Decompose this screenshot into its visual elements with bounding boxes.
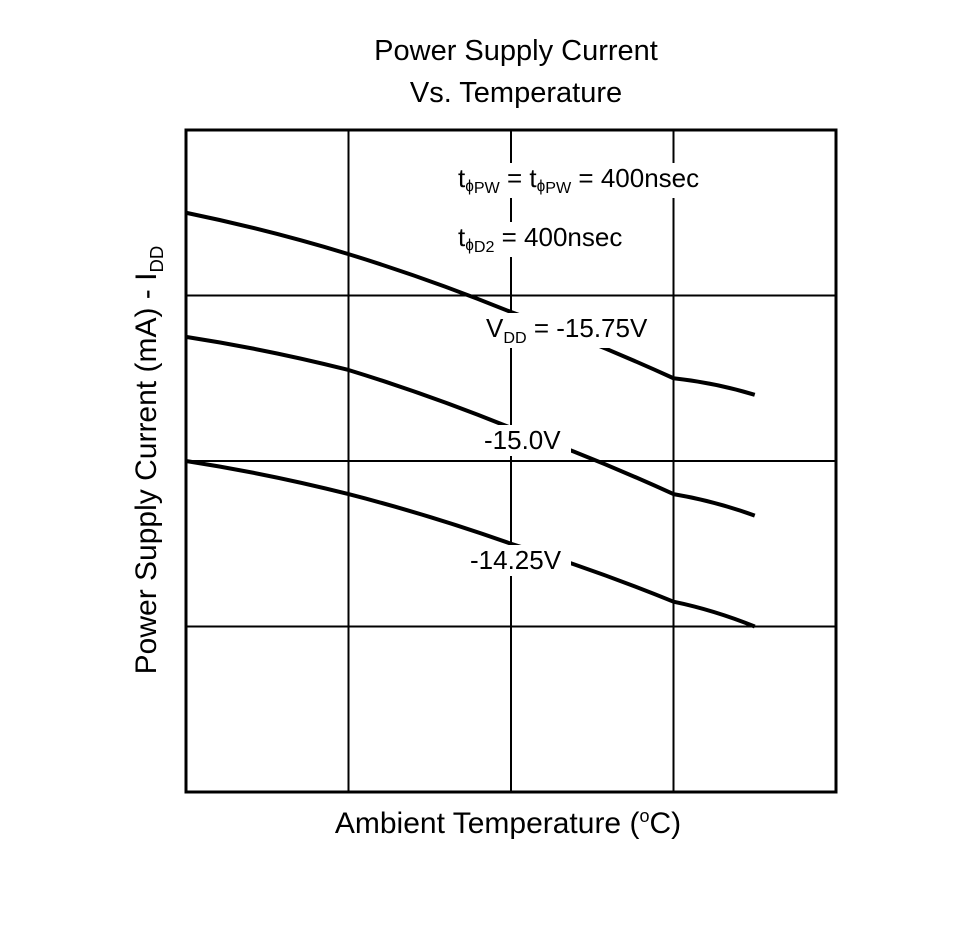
title-line-1: Power Supply Current: [374, 35, 658, 67]
series-label-14.25: -14.25V: [460, 545, 572, 576]
condition-pw: tɸPW = tɸPW = 400nsec: [452, 163, 706, 199]
phi-icon: ɸ: [465, 236, 474, 254]
series-label-15.75: VDD = -15.75V: [476, 313, 658, 349]
cond-t2: t: [458, 222, 466, 252]
chart-title: Power Supply Current Vs. Temperature: [300, 30, 732, 114]
series-label-main: V: [486, 313, 504, 343]
xlabel-main: Ambient Temperature (: [334, 807, 640, 840]
cond-sub2: PW: [545, 179, 572, 198]
y-axis-label: Power Supply Current (mA) - IDD: [130, 200, 170, 720]
series-line-3: [185, 459, 756, 629]
series-line-2: [185, 334, 756, 518]
cond-sub3: D2: [473, 238, 495, 257]
series-label-15.0: -15.0V: [474, 425, 571, 456]
xlabel-tail: C): [649, 807, 682, 840]
series-label-tail: = -15.75V: [526, 313, 648, 343]
condition-d2: tɸD2 = 400nsec: [452, 222, 629, 258]
phi-icon: ɸ: [536, 177, 546, 195]
series-line-1: [185, 210, 756, 397]
title-line-2: Vs. Temperature: [409, 77, 623, 109]
cond-sub1: PW: [473, 179, 500, 198]
cond-value1: = 400nsec: [578, 163, 700, 193]
grid-lines: [186, 130, 836, 792]
xlabel-sup: o: [639, 806, 650, 826]
x-axis-label: Ambient Temperature (oC): [180, 806, 836, 841]
ylabel-sub: DD: [146, 245, 167, 273]
cond-mid: = t: [507, 163, 537, 193]
cond-value2: = 400nsec: [501, 222, 623, 252]
ylabel-main: Power Supply Current (mA) - I: [130, 272, 163, 675]
cond-t1: t: [458, 163, 466, 193]
series-label-sub: DD: [503, 329, 527, 348]
phi-icon: ɸ: [465, 177, 474, 195]
